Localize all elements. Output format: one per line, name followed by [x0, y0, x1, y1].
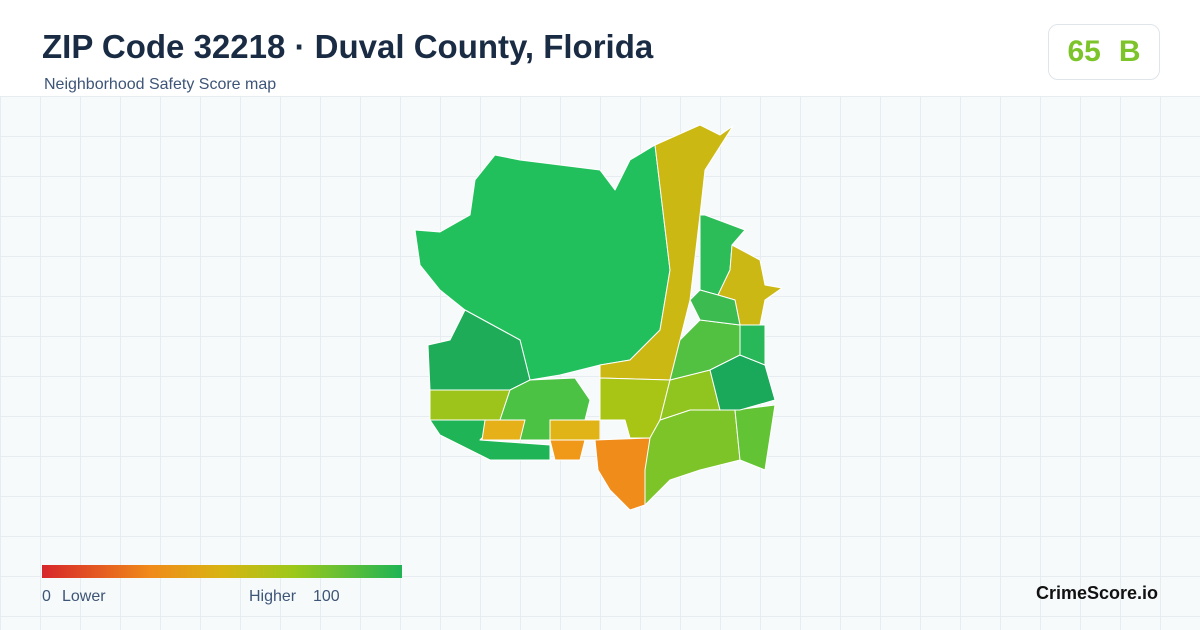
- brand: CrimeScore.io: [1035, 583, 1158, 603]
- score-badge: 65 B: [1048, 24, 1160, 80]
- legend-max-label: Higher: [249, 588, 297, 605]
- legend-gradient: [42, 565, 402, 578]
- region: [429, 389, 511, 421]
- region: [481, 419, 526, 441]
- region: [549, 439, 586, 461]
- header: ZIP Code 32218 · Duval County, Florida N…: [0, 0, 1200, 96]
- region: [644, 409, 741, 506]
- score-value: 65: [1067, 35, 1101, 68]
- legend-min: 0: [42, 588, 51, 605]
- legend-min-label: Lower: [62, 588, 106, 605]
- score-grade: B: [1118, 35, 1141, 68]
- subtitle: Neighborhood Safety Score map: [44, 76, 277, 93]
- region: [689, 289, 741, 326]
- region: [734, 404, 776, 471]
- title: ZIP Code 32218 · Duval County, Florida: [42, 28, 654, 65]
- legend-max: 100: [313, 588, 340, 605]
- region: [739, 324, 766, 366]
- region: [549, 419, 601, 441]
- region: [594, 437, 651, 511]
